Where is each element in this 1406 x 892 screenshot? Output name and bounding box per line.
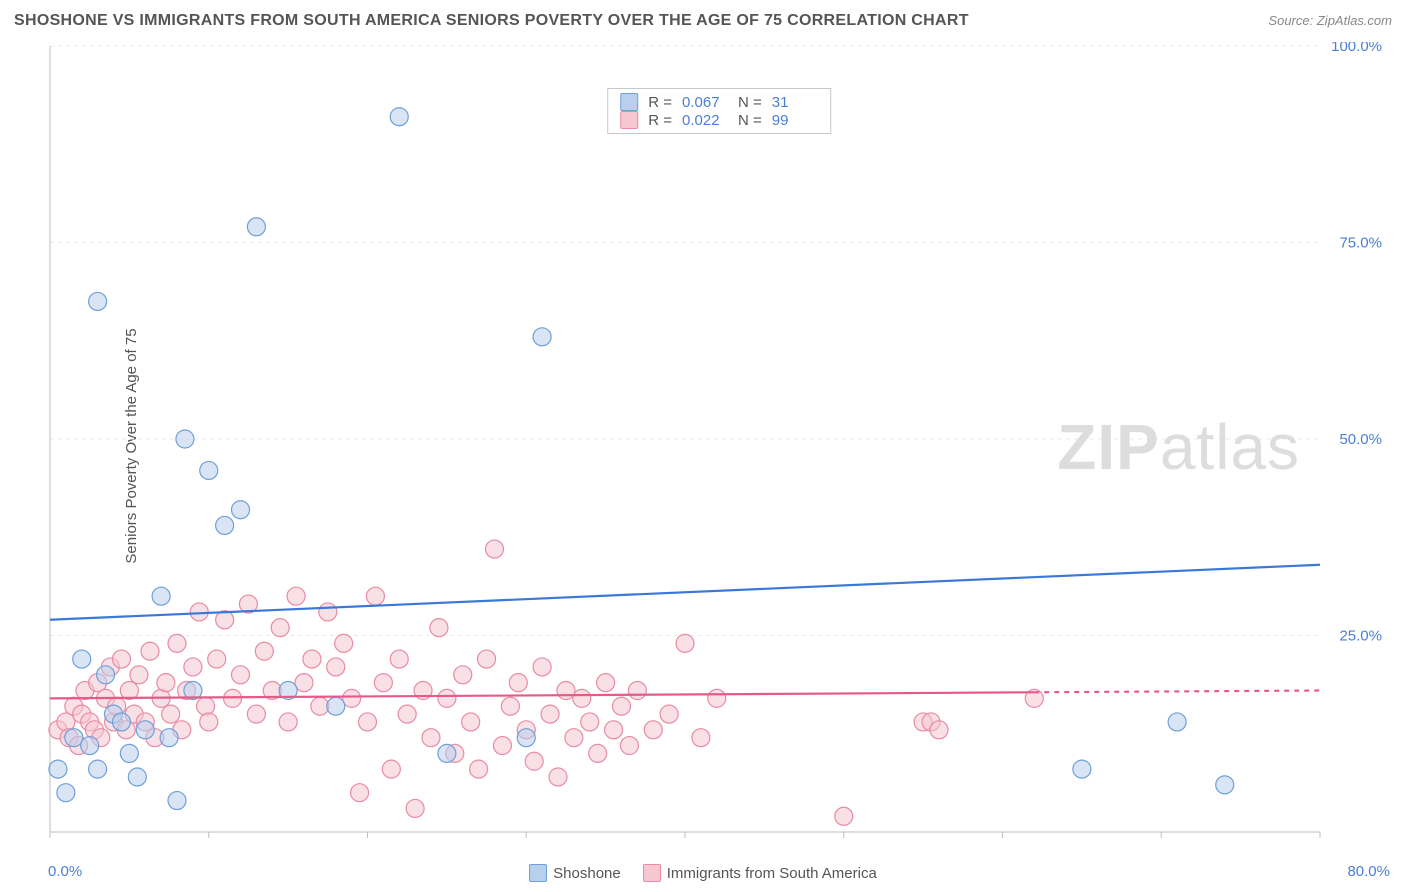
source-attribution: Source: ZipAtlas.com bbox=[1268, 13, 1392, 28]
r-value-series-0: 0.067 bbox=[682, 94, 728, 111]
legend-swatch-immigrants bbox=[643, 864, 661, 882]
n-label: N = bbox=[738, 112, 762, 129]
n-label: N = bbox=[738, 94, 762, 111]
legend-swatch-series-0 bbox=[620, 93, 638, 111]
n-value-series-1: 99 bbox=[772, 112, 818, 129]
correlation-legend-row: R = 0.022 N = 99 bbox=[620, 111, 818, 129]
chart-header: SHOSHONE VS IMMIGRANTS FROM SOUTH AMERIC… bbox=[14, 12, 1392, 30]
r-value-series-1: 0.022 bbox=[682, 112, 728, 129]
correlation-legend-row: R = 0.067 N = 31 bbox=[620, 93, 818, 111]
legend-label-shoshone: Shoshone bbox=[553, 865, 621, 882]
correlation-legend: R = 0.067 N = 31 R = 0.022 N = 99 bbox=[607, 88, 831, 134]
r-label: R = bbox=[648, 112, 672, 129]
legend-item-immigrants: Immigrants from South America bbox=[643, 864, 877, 882]
scatter-plot-svg: 25.0% 50.0% 75.0% 100.0% bbox=[48, 42, 1390, 842]
legend-swatch-shoshone bbox=[529, 864, 547, 882]
svg-text:100.0%: 100.0% bbox=[1331, 42, 1382, 55]
legend-swatch-series-1 bbox=[620, 111, 638, 129]
n-value-series-0: 31 bbox=[772, 94, 818, 111]
series-legend: Shoshone Immigrants from South America bbox=[0, 864, 1406, 882]
plot-area: 25.0% 50.0% 75.0% 100.0% R = 0.067 N = 31 R… bbox=[48, 42, 1390, 842]
chart-title: SHOSHONE VS IMMIGRANTS FROM SOUTH AMERIC… bbox=[14, 12, 969, 30]
legend-item-shoshone: Shoshone bbox=[529, 864, 621, 882]
r-label: R = bbox=[648, 94, 672, 111]
svg-text:75.0%: 75.0% bbox=[1339, 235, 1382, 252]
svg-text:25.0%: 25.0% bbox=[1339, 628, 1382, 645]
svg-text:50.0%: 50.0% bbox=[1339, 431, 1382, 448]
source-label: Source: bbox=[1268, 13, 1313, 28]
legend-label-immigrants: Immigrants from South America bbox=[667, 865, 877, 882]
source-name: ZipAtlas.com bbox=[1317, 13, 1392, 28]
